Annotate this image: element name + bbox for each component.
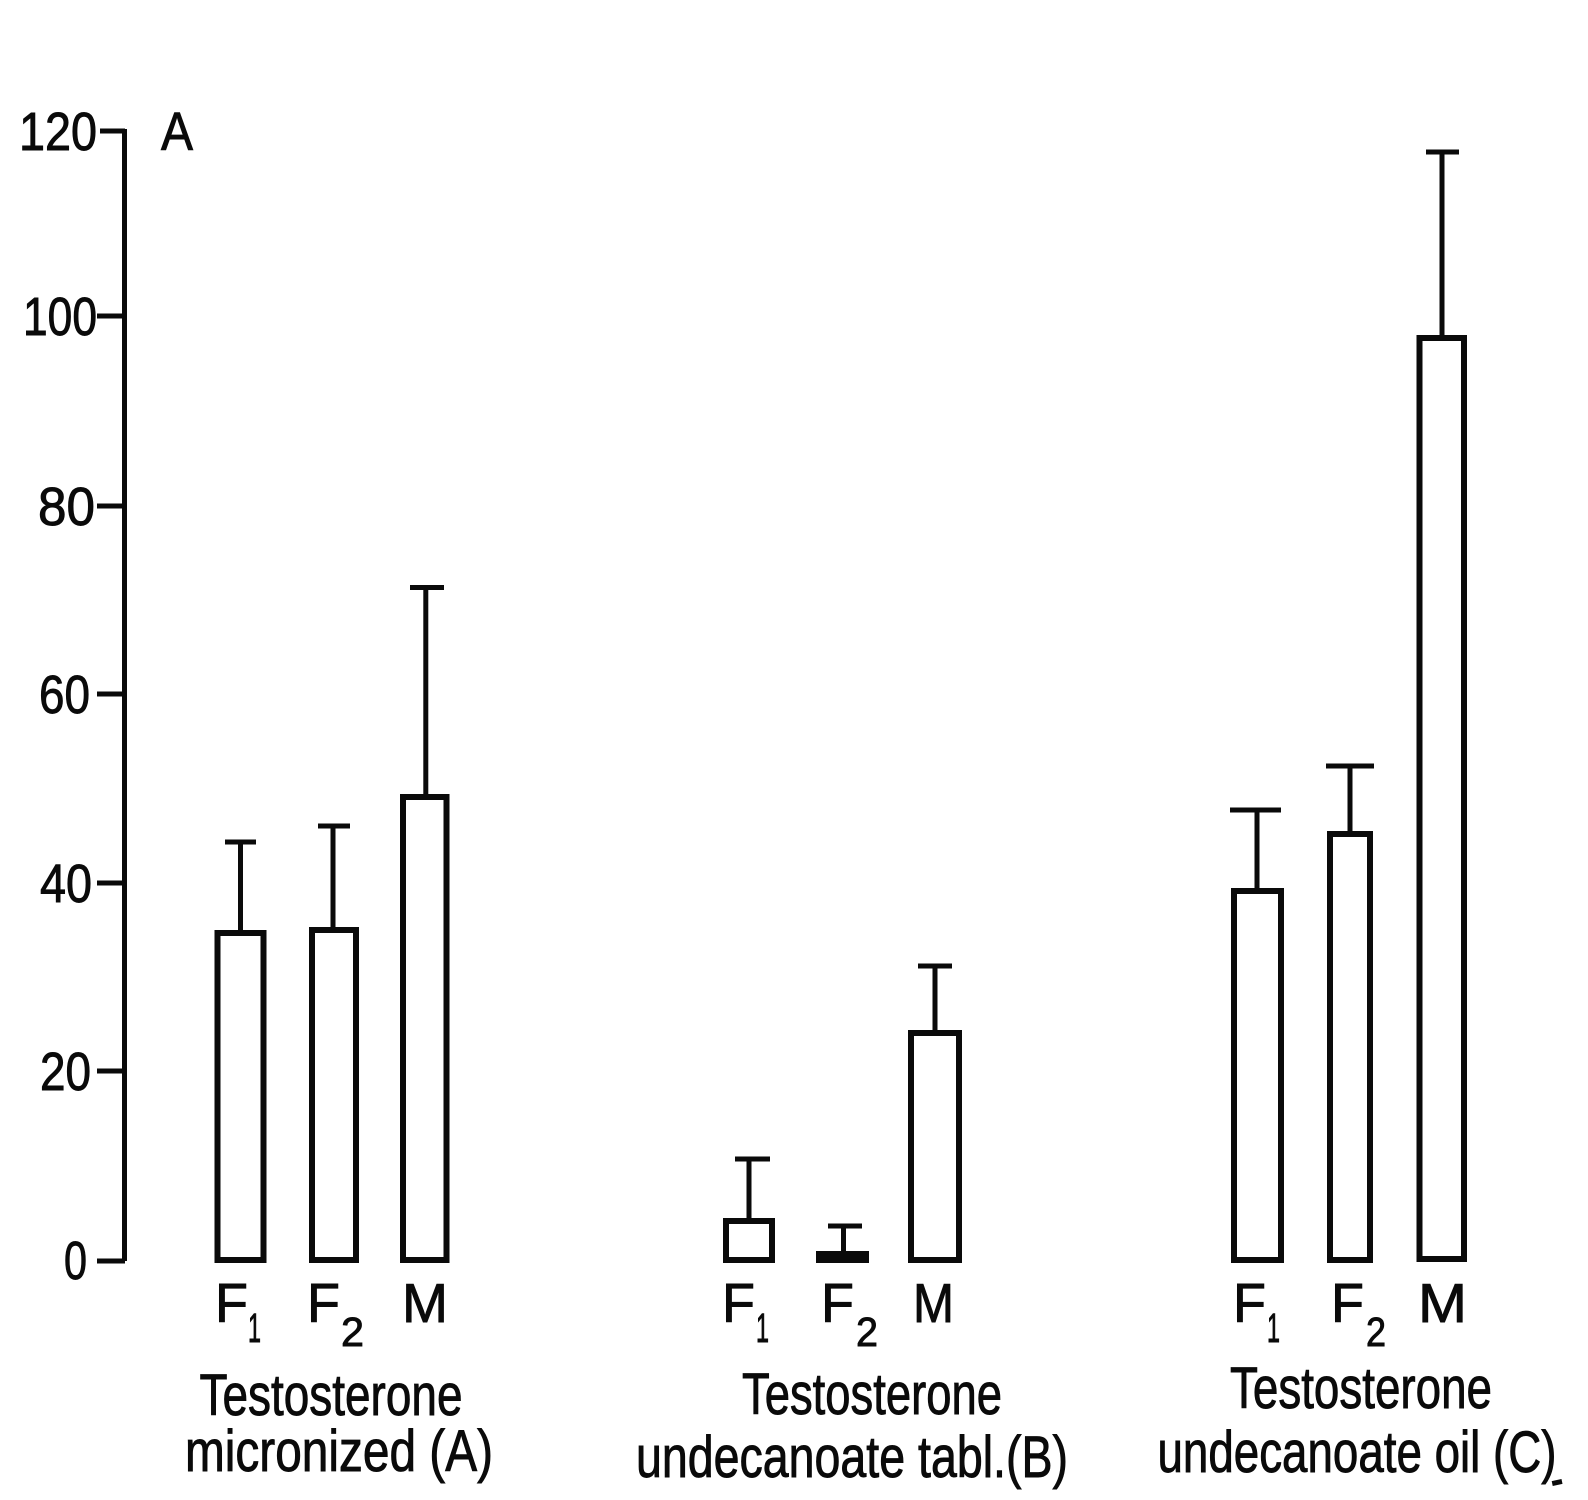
svg-text:40: 40 bbox=[40, 854, 92, 914]
svg-text:undecanoate tabl.(B): undecanoate tabl.(B) bbox=[636, 1425, 1068, 1490]
svg-text:60: 60 bbox=[39, 665, 90, 725]
svg-text:120: 120 bbox=[19, 102, 97, 162]
svg-text:1: 1 bbox=[756, 1305, 769, 1351]
svg-text:F: F bbox=[821, 1272, 854, 1334]
svg-text:80: 80 bbox=[38, 477, 95, 537]
svg-text:M: M bbox=[402, 1272, 448, 1334]
svg-text:micronized (A): micronized (A) bbox=[185, 1419, 493, 1484]
svg-text:1: 1 bbox=[248, 1305, 261, 1351]
svg-text:2: 2 bbox=[341, 1309, 364, 1355]
svg-text:F: F bbox=[307, 1272, 340, 1334]
svg-text:A: A bbox=[161, 102, 193, 162]
svg-text:M: M bbox=[1418, 1272, 1467, 1334]
svg-text:Testosterone: Testosterone bbox=[742, 1362, 1002, 1427]
svg-text:2: 2 bbox=[1366, 1309, 1386, 1355]
svg-text:2: 2 bbox=[856, 1309, 878, 1355]
svg-text:F: F bbox=[1233, 1272, 1266, 1334]
svg-text:undecanoate oil (C): undecanoate oil (C) bbox=[1158, 1420, 1557, 1485]
svg-text:Testosterone: Testosterone bbox=[200, 1363, 463, 1428]
svg-text:F: F bbox=[1331, 1272, 1364, 1334]
svg-text:F: F bbox=[215, 1272, 248, 1334]
svg-text:1: 1 bbox=[1267, 1305, 1280, 1351]
svg-text:20: 20 bbox=[40, 1042, 91, 1102]
svg-text:Testosterone: Testosterone bbox=[1230, 1356, 1492, 1421]
svg-text:0: 0 bbox=[64, 1231, 87, 1291]
svg-text:F: F bbox=[722, 1272, 755, 1334]
svg-text:M: M bbox=[913, 1272, 954, 1334]
svg-text:100: 100 bbox=[23, 287, 97, 347]
